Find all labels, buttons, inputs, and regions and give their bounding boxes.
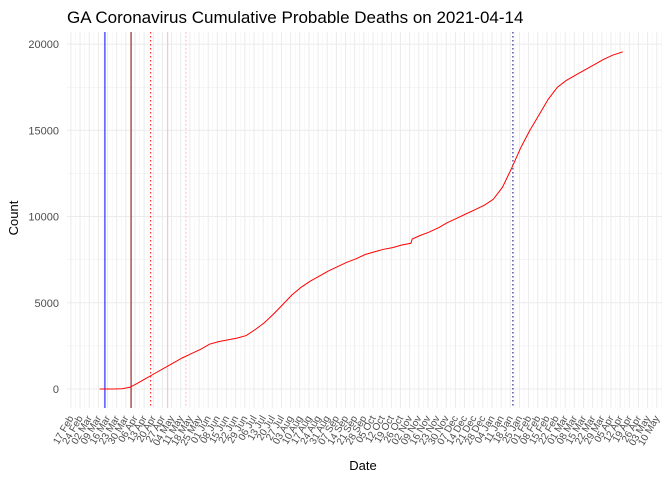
- y-axis-title: Count: [6, 200, 21, 235]
- reference-lines: [104, 32, 514, 408]
- y-tick-label: 0: [53, 384, 59, 396]
- y-tick-label: 20000: [28, 39, 59, 51]
- y-tick-label: 15000: [28, 125, 59, 137]
- y-tick-label: 5000: [35, 298, 59, 310]
- y-axis: 0 5000 10000 15000 20000: [28, 39, 59, 396]
- series-layer: [99, 51, 623, 390]
- chart-title: GA Coronavirus Cumulative Probable Death…: [67, 8, 523, 27]
- y-tick-label: 10000: [28, 212, 59, 224]
- series-line: [99, 51, 623, 390]
- grid: [67, 32, 662, 408]
- x-axis-title: Date: [349, 458, 376, 473]
